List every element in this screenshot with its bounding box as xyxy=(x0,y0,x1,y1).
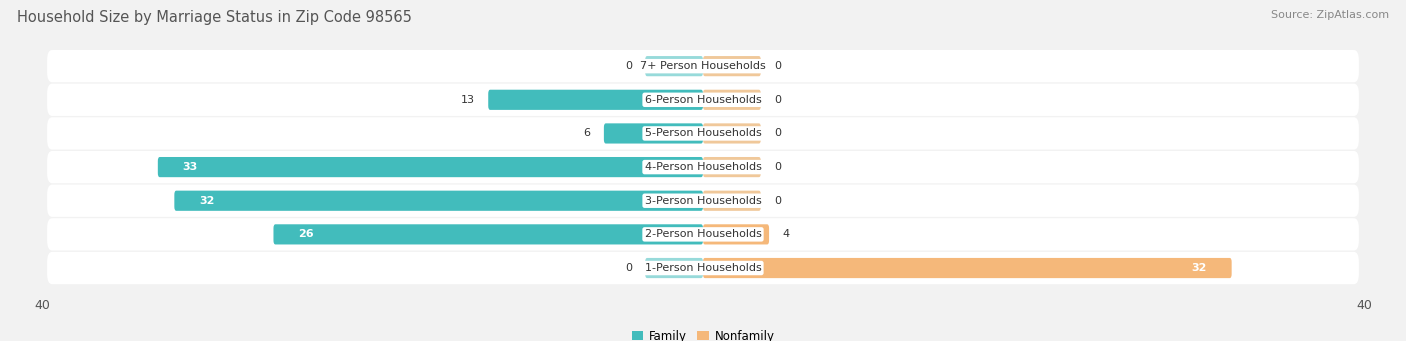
FancyBboxPatch shape xyxy=(48,184,1358,217)
Text: 6-Person Households: 6-Person Households xyxy=(644,95,762,105)
FancyBboxPatch shape xyxy=(703,123,761,144)
FancyBboxPatch shape xyxy=(174,191,703,211)
FancyBboxPatch shape xyxy=(48,252,1358,284)
FancyBboxPatch shape xyxy=(645,258,703,278)
FancyBboxPatch shape xyxy=(645,56,703,76)
Text: 0: 0 xyxy=(775,196,782,206)
FancyBboxPatch shape xyxy=(48,151,1358,183)
Text: 0: 0 xyxy=(775,61,782,71)
FancyBboxPatch shape xyxy=(48,218,1358,251)
Text: 3-Person Households: 3-Person Households xyxy=(644,196,762,206)
Text: 32: 32 xyxy=(1191,263,1206,273)
FancyBboxPatch shape xyxy=(703,258,1232,278)
Text: 2-Person Households: 2-Person Households xyxy=(644,229,762,239)
Text: 0: 0 xyxy=(775,129,782,138)
Text: 0: 0 xyxy=(775,162,782,172)
FancyBboxPatch shape xyxy=(703,191,761,211)
FancyBboxPatch shape xyxy=(605,123,703,144)
Text: 5-Person Households: 5-Person Households xyxy=(644,129,762,138)
Text: 32: 32 xyxy=(200,196,215,206)
FancyBboxPatch shape xyxy=(48,50,1358,82)
Text: 0: 0 xyxy=(775,95,782,105)
Text: 33: 33 xyxy=(183,162,198,172)
Text: 13: 13 xyxy=(461,95,475,105)
FancyBboxPatch shape xyxy=(703,90,761,110)
FancyBboxPatch shape xyxy=(157,157,703,177)
Text: 4-Person Households: 4-Person Households xyxy=(644,162,762,172)
Text: 0: 0 xyxy=(624,61,631,71)
FancyBboxPatch shape xyxy=(48,84,1358,116)
FancyBboxPatch shape xyxy=(48,117,1358,150)
Text: 6: 6 xyxy=(583,129,591,138)
FancyBboxPatch shape xyxy=(703,157,761,177)
Text: Household Size by Marriage Status in Zip Code 98565: Household Size by Marriage Status in Zip… xyxy=(17,10,412,25)
FancyBboxPatch shape xyxy=(703,56,761,76)
FancyBboxPatch shape xyxy=(703,224,769,244)
Text: 26: 26 xyxy=(298,229,314,239)
Text: Source: ZipAtlas.com: Source: ZipAtlas.com xyxy=(1271,10,1389,20)
FancyBboxPatch shape xyxy=(273,224,703,244)
Text: 1-Person Households: 1-Person Households xyxy=(644,263,762,273)
Legend: Family, Nonfamily: Family, Nonfamily xyxy=(631,330,775,341)
Text: 7+ Person Households: 7+ Person Households xyxy=(640,61,766,71)
Text: 0: 0 xyxy=(624,263,631,273)
Text: 4: 4 xyxy=(782,229,789,239)
FancyBboxPatch shape xyxy=(488,90,703,110)
